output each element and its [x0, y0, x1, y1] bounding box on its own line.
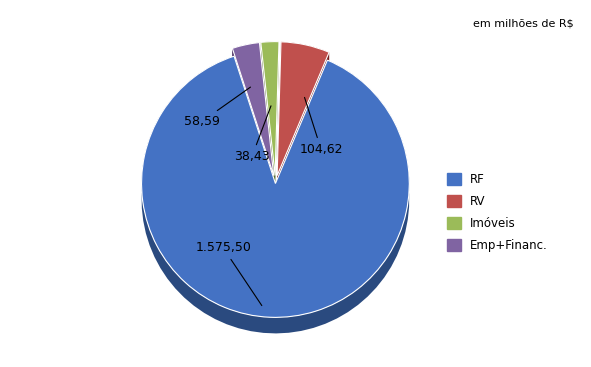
Polygon shape: [232, 43, 259, 64]
Polygon shape: [281, 42, 329, 68]
Legend: RF, RV, Imóveis, Emp+Financ.: RF, RV, Imóveis, Emp+Financ.: [442, 168, 553, 257]
Polygon shape: [277, 52, 329, 192]
Polygon shape: [232, 48, 274, 192]
Wedge shape: [261, 41, 279, 175]
Polygon shape: [234, 56, 275, 200]
Polygon shape: [261, 41, 279, 58]
Wedge shape: [142, 56, 410, 317]
Polygon shape: [275, 42, 279, 192]
Polygon shape: [259, 43, 274, 192]
Polygon shape: [277, 42, 281, 192]
Text: 58,59: 58,59: [184, 87, 251, 128]
Wedge shape: [232, 43, 274, 176]
Text: 1.575,50: 1.575,50: [195, 241, 262, 306]
Polygon shape: [142, 56, 409, 334]
Wedge shape: [277, 42, 329, 176]
Polygon shape: [261, 42, 275, 192]
Text: em milhões de R$: em milhões de R$: [473, 18, 573, 28]
Text: 38,43: 38,43: [234, 106, 271, 163]
Text: 104,62: 104,62: [300, 97, 343, 156]
Polygon shape: [275, 60, 327, 200]
